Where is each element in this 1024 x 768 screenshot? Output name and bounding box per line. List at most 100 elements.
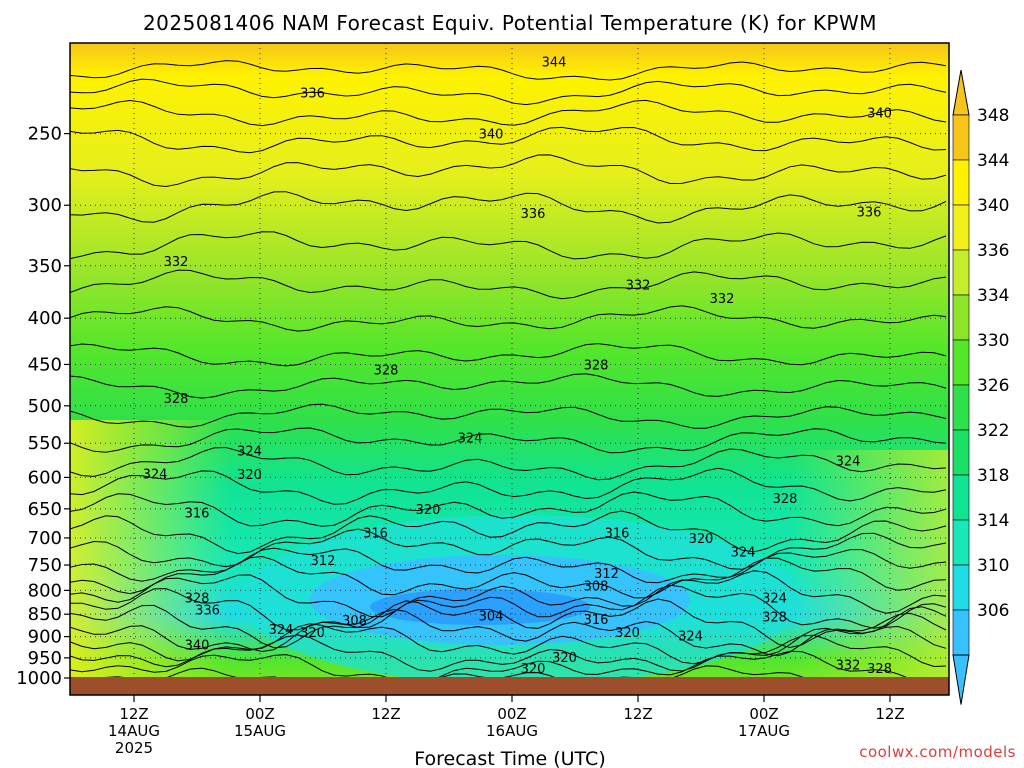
x-tick-label: 16AUG xyxy=(486,722,538,740)
contour-label: 320 xyxy=(615,626,640,641)
contour-line xyxy=(70,555,947,599)
y-tick-label: 450 xyxy=(28,354,62,375)
contour-label: 340 xyxy=(867,107,892,122)
contour-label: 316 xyxy=(363,526,388,541)
contour-label: 344 xyxy=(542,55,567,70)
contour-label: 332 xyxy=(710,292,735,307)
contour-label: 340 xyxy=(479,128,504,143)
colorbar-bottom-arrow xyxy=(952,654,970,705)
contour-line xyxy=(70,528,947,570)
ground-strip xyxy=(70,677,949,695)
contour-label: 324 xyxy=(731,546,756,561)
contour-line xyxy=(70,231,947,260)
colorbar-segment xyxy=(952,429,970,476)
colorbar-segment xyxy=(952,474,970,521)
contour-line xyxy=(70,491,947,527)
x-tick-label: 15AUG xyxy=(234,722,286,740)
contour-label: 312 xyxy=(594,567,619,582)
colorbar-top-arrow xyxy=(952,69,970,116)
colorbar-segment xyxy=(952,519,970,566)
y-tick-label: 950 xyxy=(28,648,62,669)
contour-label: 324 xyxy=(836,455,861,470)
y-tick-label: 550 xyxy=(28,433,62,454)
contour-line xyxy=(70,570,947,618)
contour-label: 332 xyxy=(626,278,651,293)
colorbar-label: 322 xyxy=(977,421,1009,441)
contour-label: 320 xyxy=(552,651,577,666)
grid-lines xyxy=(70,43,949,695)
contour-line xyxy=(70,60,947,81)
y-tick-label: 850 xyxy=(28,604,62,625)
x-tick-label: 17AUG xyxy=(738,722,790,740)
colorbar-label: 344 xyxy=(977,151,1009,171)
x-tick-label: 00Z xyxy=(497,705,526,723)
contour-label: 316 xyxy=(584,613,609,628)
credit-text: coolwx.com/models xyxy=(859,743,1016,761)
contour-line xyxy=(70,608,947,657)
x-tick-label: 12Z xyxy=(623,705,652,723)
contour-label: 336 xyxy=(195,604,220,619)
y-tick-label: 650 xyxy=(28,499,62,520)
contour-label: 328 xyxy=(185,592,210,607)
y-tick-label: 400 xyxy=(28,308,62,329)
contour-line xyxy=(70,126,947,154)
contour-label: 328 xyxy=(762,610,787,625)
contour-line xyxy=(70,154,947,188)
x-tick-label: 12Z xyxy=(371,705,400,723)
y-tick-label: 700 xyxy=(28,528,62,549)
contour-label: 336 xyxy=(857,206,882,221)
y-tick-label: 750 xyxy=(28,555,62,576)
x-axis-label: Forecast Time (UTC) xyxy=(414,748,605,768)
contour-line xyxy=(70,665,947,695)
contour-line xyxy=(70,547,947,584)
contour-line xyxy=(70,467,947,505)
y-tick-label: 300 xyxy=(28,195,62,216)
contour-label: 336 xyxy=(521,207,546,222)
contour-line xyxy=(70,373,947,399)
plot-area: 344 336 340 340 336 336 332 332 332 328 328 328 324 3… xyxy=(70,43,949,695)
y-tick-label: 800 xyxy=(28,580,62,601)
contour-labels: 344 336 340 340 336 336 332 332 332 328 328 328 324 3… xyxy=(143,55,892,677)
contour-label: 332 xyxy=(164,255,189,270)
colorbar-segment xyxy=(952,114,970,161)
contour-label: 316 xyxy=(185,506,210,521)
colorbar: 348 344 340 336 334 330 326 322 318 314 310 306 xyxy=(952,69,1009,705)
contour-label: 336 xyxy=(300,86,325,101)
colorbar-label: 318 xyxy=(977,466,1009,486)
x-tick-label: 00Z xyxy=(245,705,274,723)
colorbar-segment xyxy=(952,159,970,206)
contour-label: 308 xyxy=(342,614,367,629)
y-tick-label: 250 xyxy=(28,124,62,145)
colorbar-segment xyxy=(952,609,970,656)
chart-title: 2025081406 NAM Forecast Equiv. Potential… xyxy=(143,11,877,35)
x-tick-label: 00Z xyxy=(749,705,778,723)
contour-label: 320 xyxy=(521,662,546,677)
colorbar-label: 330 xyxy=(977,331,1009,351)
contour-label: 316 xyxy=(605,526,630,541)
x-tick-label: 12Z xyxy=(875,705,904,723)
contour-label: 308 xyxy=(584,579,609,594)
colorbar-segment xyxy=(952,339,970,386)
contour-label: 324 xyxy=(269,623,294,638)
colorbar-segment xyxy=(952,249,970,296)
colorbar-label: 348 xyxy=(977,106,1009,126)
contour-line xyxy=(70,78,947,106)
contour-label: 328 xyxy=(374,364,399,379)
y-tick-label: 500 xyxy=(28,396,62,417)
contour-label: 332 xyxy=(836,658,861,673)
contour-line xyxy=(70,305,947,332)
colorbar-segment xyxy=(952,294,970,341)
contour-label: 324 xyxy=(678,629,703,644)
colorbar-label: 334 xyxy=(977,286,1009,306)
contour-label: 340 xyxy=(185,638,210,653)
contour-line xyxy=(70,99,947,127)
contour-label: 320 xyxy=(300,626,325,641)
x-tick-label: 14AUG xyxy=(108,722,160,740)
colorbar-label: 314 xyxy=(977,511,1009,531)
contour-label: 324 xyxy=(143,467,168,482)
contour-label: 328 xyxy=(867,662,892,677)
contour-line xyxy=(70,650,947,686)
plot-frame xyxy=(69,42,950,696)
contour-label: 328 xyxy=(164,392,189,407)
